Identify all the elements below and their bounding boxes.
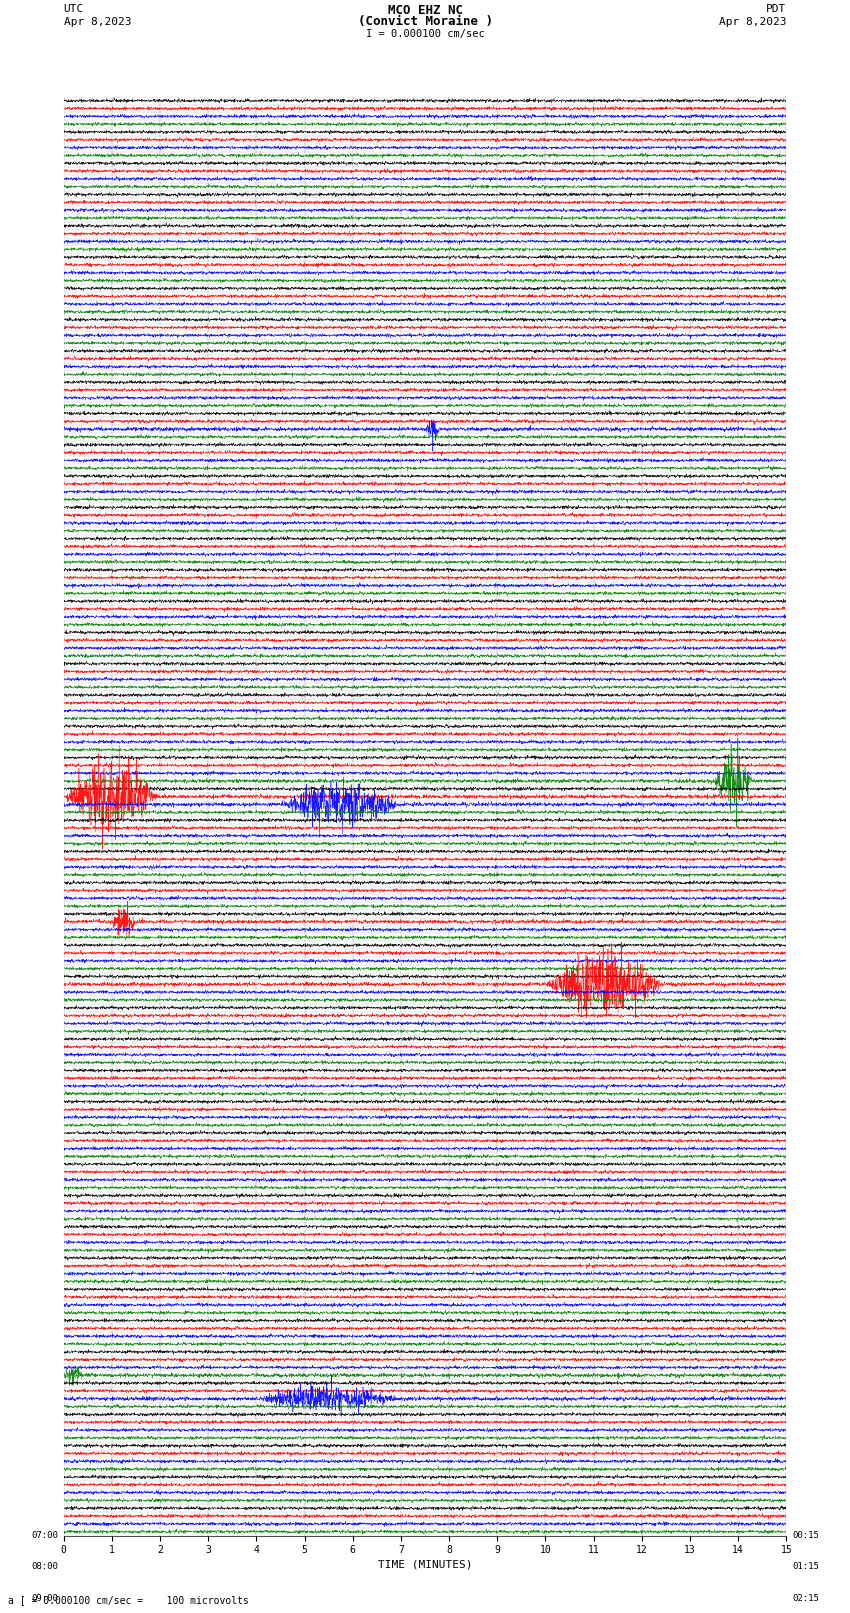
- Text: 09:00: 09:00: [31, 1594, 58, 1603]
- Text: 08:00: 08:00: [31, 1563, 58, 1571]
- Text: (Convict Moraine ): (Convict Moraine ): [358, 16, 492, 29]
- Text: a [ = 0.000100 cm/sec =    100 microvolts: a [ = 0.000100 cm/sec = 100 microvolts: [8, 1595, 249, 1605]
- Text: 00:15: 00:15: [792, 1531, 819, 1540]
- Text: Apr 8,2023: Apr 8,2023: [64, 18, 131, 27]
- Text: PDT: PDT: [766, 5, 786, 15]
- Text: UTC: UTC: [64, 5, 84, 15]
- Text: 02:15: 02:15: [792, 1594, 819, 1603]
- X-axis label: TIME (MINUTES): TIME (MINUTES): [377, 1560, 473, 1569]
- Text: Apr 8,2023: Apr 8,2023: [719, 18, 786, 27]
- Text: I = 0.000100 cm/sec: I = 0.000100 cm/sec: [366, 29, 484, 39]
- Text: 01:15: 01:15: [792, 1563, 819, 1571]
- Text: MCO EHZ NC: MCO EHZ NC: [388, 5, 462, 18]
- Text: 07:00: 07:00: [31, 1531, 58, 1540]
